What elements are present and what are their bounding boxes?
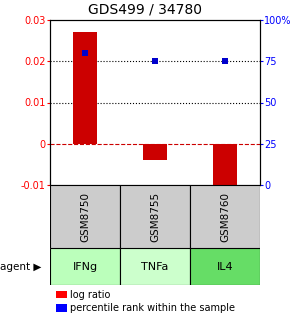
Bar bbox=[120, 185, 190, 248]
Text: IL4: IL4 bbox=[217, 261, 233, 271]
Bar bbox=[120, 248, 190, 285]
Bar bbox=[73, 32, 97, 144]
Text: agent ▶: agent ▶ bbox=[0, 261, 41, 271]
Bar bbox=[50, 248, 120, 285]
Bar bbox=[190, 248, 260, 285]
Text: GDS499 / 34780: GDS499 / 34780 bbox=[88, 3, 202, 17]
Bar bbox=[213, 144, 237, 189]
Text: GSM8760: GSM8760 bbox=[220, 192, 230, 242]
Bar bbox=[50, 185, 120, 248]
Text: GSM8755: GSM8755 bbox=[150, 192, 160, 242]
Bar bbox=[143, 144, 167, 160]
Text: IFNg: IFNg bbox=[72, 261, 97, 271]
Text: GSM8750: GSM8750 bbox=[80, 192, 90, 242]
Text: percentile rank within the sample: percentile rank within the sample bbox=[70, 303, 235, 313]
Text: TNFa: TNFa bbox=[141, 261, 169, 271]
Bar bbox=[190, 185, 260, 248]
Text: log ratio: log ratio bbox=[70, 290, 111, 300]
